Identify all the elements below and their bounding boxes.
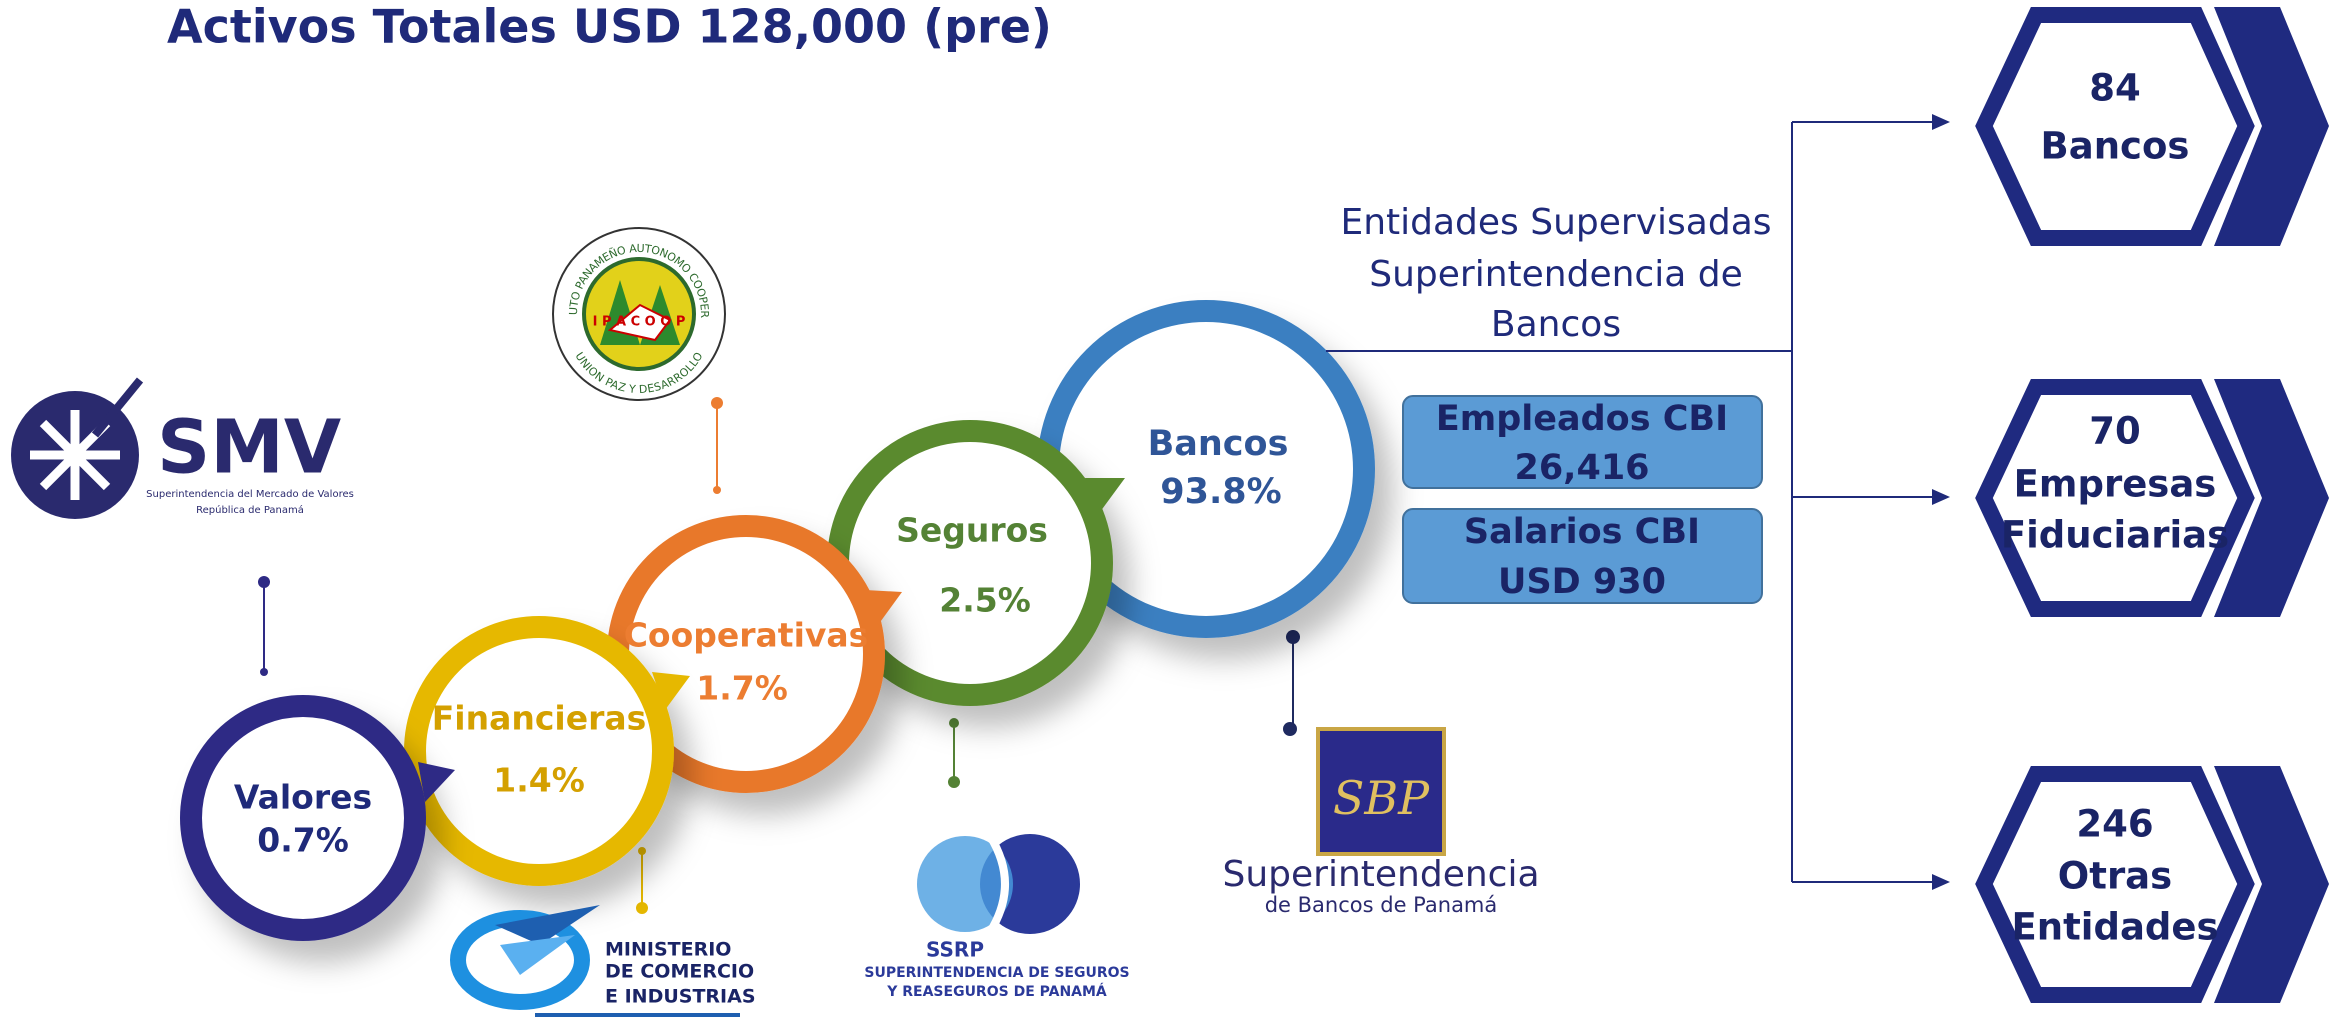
dot [260,668,268,676]
sbp-text: de Bancos de Panamá [1265,893,1498,917]
entidades-text: Superintendencia de [1369,254,1742,295]
ssrp-text: Y REASEGUROS DE PANAMÁ [886,983,1107,1000]
ssrp-text: SUPERINTENDENCIA DE SEGUROS [864,965,1129,981]
info-value: USD 930 [1498,562,1666,602]
circle-value: 0.7% [257,821,349,860]
mici-text: MINISTERIO [605,939,731,961]
chevron [2214,766,2329,1003]
arrowheads [1932,114,1950,890]
dot [638,847,646,855]
dot [948,776,960,788]
circle-value: 93.8% [1160,472,1281,512]
connector [1290,637,1294,730]
branch-lines [1326,121,1935,883]
hexagon [1975,766,2255,1003]
hex-text: Fiduciarias [2001,514,2229,557]
mici-text: E INDUSTRIAS [605,986,756,1008]
ipacoop-logo: I P A C O O P INSTITUTO PANAMEÑO AUTONOM… [0,0,726,401]
mici-logo: MINISTERIO DE COMERCIO E INDUSTRIAS [450,905,756,1017]
circle-label: Seguros [896,511,1048,550]
dot [1283,722,1297,736]
pointer [418,762,455,802]
ssrp-name: SSRP [926,938,984,962]
title: Activos Totales USD 128,000 (pre) [167,0,1052,54]
dot [949,718,959,728]
info-label: Salarios CBI [1464,512,1700,552]
smv-logo: SMV Superintendencia del Mercado de Valo… [11,377,354,519]
circle-financieras [404,616,674,886]
dot [713,486,721,494]
entidades-text: Entidades Supervisadas [1340,202,1771,243]
pointer [652,672,690,710]
info-label: Empleados CBI [1436,399,1728,439]
circle-label: Bancos [1148,424,1289,464]
hex-text: 70 [2089,410,2141,453]
chevron [2214,379,2329,617]
dot [1286,630,1300,644]
entidades-text: Bancos [1491,304,1621,345]
sbp-name: SBP [1333,771,1430,825]
hexagon [1975,6,2255,246]
hex-text: 246 [2076,803,2153,846]
sbp-text: Superintendencia [1222,854,1539,895]
circle-label: Financieras [432,699,647,738]
circle-value: 2.5% [939,581,1031,620]
pointer [865,590,902,625]
circle-value: 1.7% [696,669,788,708]
ssrp-logo: SSRP SUPERINTENDENCIA DE SEGUROS Y REASE… [864,833,1130,1000]
smv-text: Superintendencia del Mercado de Valores [146,489,354,500]
ipacoop-center: I P A C O O P [593,315,686,330]
smv-text: República de Panamá [196,504,304,516]
info-value: 26,416 [1514,448,1649,488]
circle-label: Cooperativas [624,616,869,655]
hex-text: Otras [2058,855,2172,898]
circle-label: Valores [234,778,372,817]
circles [180,300,1375,941]
sbp-logo: SBP Superintendencia de Bancos de Panamá [1222,727,1540,917]
hex-text: Entidades [2011,906,2218,949]
hex-text: Bancos [2041,125,2190,168]
hex-text: 84 [2089,67,2141,110]
smv-name: SMV [157,405,341,491]
dot [258,576,270,588]
circle-value: 1.4% [493,761,585,800]
hex-text: Empresas [2014,463,2217,506]
circle-valores [180,695,426,941]
dot [711,397,723,409]
pointer [1085,478,1125,512]
mici-text: DE COMERCIO [605,961,754,983]
info-box [1402,395,1763,489]
connectors [258,397,1300,914]
info-box [1402,508,1763,604]
hexagon [1975,379,2255,617]
dot [636,902,648,914]
chevron [2214,7,2329,246]
